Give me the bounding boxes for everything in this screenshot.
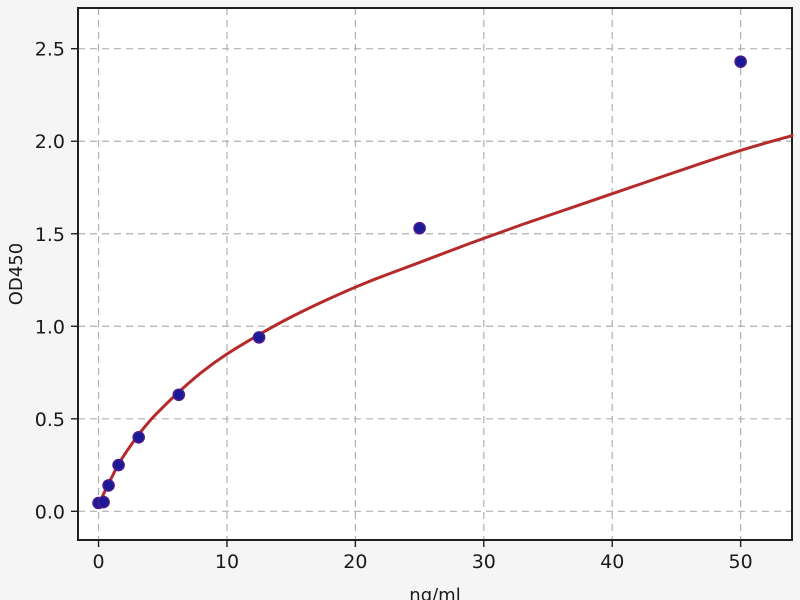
y-tick-label: 2.5 (35, 39, 65, 61)
data-point (102, 479, 115, 492)
data-point (132, 431, 145, 444)
y-tick-label: 0.0 (35, 501, 65, 523)
axes-spines (77, 7, 793, 541)
plot-frame (77, 7, 793, 541)
x-tick-label: 30 (472, 551, 496, 573)
y-tick-label: 1.5 (35, 224, 65, 246)
axis-ticks (71, 48, 742, 547)
data-points (92, 55, 747, 510)
y-tick-label: 1.0 (35, 316, 65, 338)
y-tick-label: 0.5 (35, 409, 65, 431)
x-tick-label: 50 (729, 551, 753, 573)
y-axis-title: OD450 (6, 243, 27, 305)
data-point (97, 495, 110, 509)
data-point (252, 331, 266, 344)
x-tick-label: 40 (600, 551, 624, 573)
data-point (413, 221, 426, 235)
x-axis-title: ng/ml (409, 585, 460, 600)
data-point (172, 388, 186, 402)
data-point (734, 55, 747, 68)
y-tick-label: 2.0 (35, 131, 65, 153)
plot-area-background (78, 8, 792, 540)
x-tick-label: 0 (92, 551, 104, 573)
y-tick-labels: 0.0 0.5 1.0 1.5 2.0 2.5 (35, 39, 65, 524)
x-tick-labels: 0 10 20 30 40 50 (92, 551, 752, 573)
data-point (112, 458, 125, 472)
gridlines (78, 8, 792, 540)
x-tick-label: 20 (343, 551, 367, 573)
x-tick-label: 10 (215, 551, 239, 573)
